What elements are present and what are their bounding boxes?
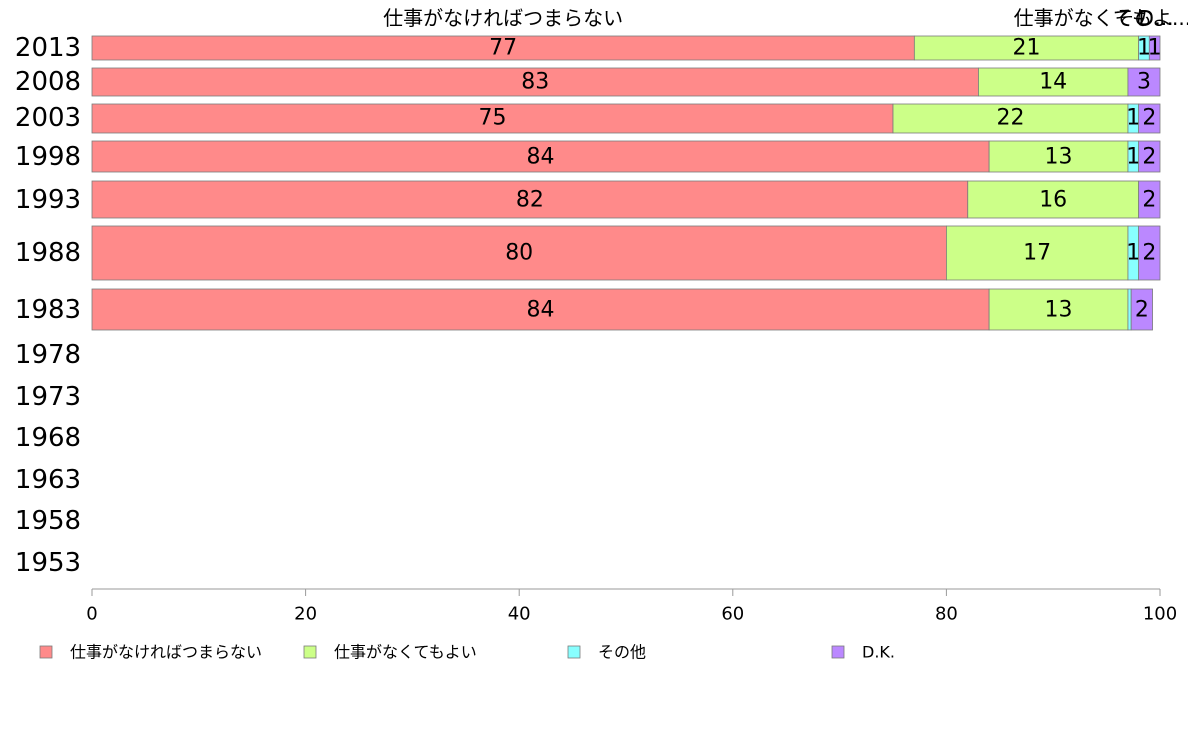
x-tick-label: 80 xyxy=(935,604,958,625)
data-label: 1 xyxy=(1126,241,1140,266)
bar-segment xyxy=(978,67,1129,97)
data-label: 82 xyxy=(516,188,544,213)
column-header: 仕事がなくてもよ... xyxy=(1014,6,1188,30)
x-tick-label: 60 xyxy=(721,604,744,625)
column-header: その... xyxy=(1114,6,1173,30)
bar-segment xyxy=(1127,288,1132,331)
data-label: 2 xyxy=(1142,241,1156,266)
y-tick-label: 1958 xyxy=(15,506,81,536)
bar-segment xyxy=(1138,180,1161,219)
x-tick-label: 40 xyxy=(508,604,531,625)
bar-segment xyxy=(988,288,1129,331)
y-tick-label: 1998 xyxy=(15,142,81,172)
data-label: 2 xyxy=(1142,106,1156,131)
x-tick-label: 100 xyxy=(1143,604,1177,625)
data-label: 21 xyxy=(1013,36,1041,61)
bar-segment xyxy=(1127,67,1161,97)
y-tick-label: 2008 xyxy=(15,67,81,97)
bar-segment xyxy=(946,225,1129,281)
bar-segment xyxy=(1138,103,1161,134)
data-label: 84 xyxy=(527,298,555,323)
bar-segment xyxy=(1148,35,1161,61)
legend-swatch xyxy=(39,645,53,659)
data-label: 16 xyxy=(1039,188,1067,213)
y-tick-label: 1968 xyxy=(15,423,81,453)
bar-segment xyxy=(967,180,1140,219)
data-label: 75 xyxy=(479,106,507,131)
data-label: 13 xyxy=(1045,145,1073,170)
data-label: 17 xyxy=(1023,241,1051,266)
bar-segment xyxy=(91,180,969,219)
legend-swatch xyxy=(303,645,317,659)
y-tick-label: 1973 xyxy=(15,382,81,412)
y-tick-label: 1988 xyxy=(15,238,81,268)
bar-segment xyxy=(91,103,894,134)
x-tick-label: 0 xyxy=(86,604,97,625)
bar-segment xyxy=(91,288,990,331)
data-label: 77 xyxy=(489,36,517,61)
data-label: 1 xyxy=(1126,145,1140,170)
legend-swatch xyxy=(567,645,581,659)
data-label: 2 xyxy=(1135,298,1149,323)
y-tick-label: 2003 xyxy=(15,103,81,133)
data-label: 1 xyxy=(1137,36,1151,61)
y-tick-label: 1963 xyxy=(15,465,81,495)
data-label: 3 xyxy=(1137,70,1151,95)
legend-label: その他 xyxy=(598,643,646,662)
data-label: 2 xyxy=(1142,188,1156,213)
bar-segment xyxy=(91,35,915,61)
data-label: 1 xyxy=(1126,106,1140,131)
legend-label: D.K. xyxy=(862,643,895,662)
bar-segment xyxy=(1138,140,1161,173)
bar-segment xyxy=(1138,225,1161,281)
column-header: 仕事がなければつまらない xyxy=(383,6,623,30)
data-label: 14 xyxy=(1039,70,1067,95)
y-tick-label: 1953 xyxy=(15,548,81,578)
bar-segment xyxy=(892,103,1129,134)
legend-label: 仕事がなければつまらない xyxy=(70,643,262,662)
data-label: 22 xyxy=(996,106,1024,131)
y-tick-label: 1983 xyxy=(15,295,81,325)
y-tick-label: 1993 xyxy=(15,185,81,215)
y-tick-label: 2013 xyxy=(15,33,81,63)
data-label: 84 xyxy=(527,145,555,170)
data-label: 83 xyxy=(521,70,549,95)
data-label: 80 xyxy=(505,241,533,266)
data-label: 13 xyxy=(1045,298,1073,323)
column-header: D... xyxy=(1138,6,1172,30)
bar-segment xyxy=(988,140,1129,173)
data-label: 2 xyxy=(1142,145,1156,170)
legend-label: 仕事がなくてもよい xyxy=(334,643,477,662)
data-label: 1 xyxy=(1148,36,1162,61)
y-tick-label: 1978 xyxy=(15,340,81,370)
legend-swatch xyxy=(831,645,845,659)
bar-segment xyxy=(1130,288,1153,331)
x-tick-label: 20 xyxy=(294,604,317,625)
